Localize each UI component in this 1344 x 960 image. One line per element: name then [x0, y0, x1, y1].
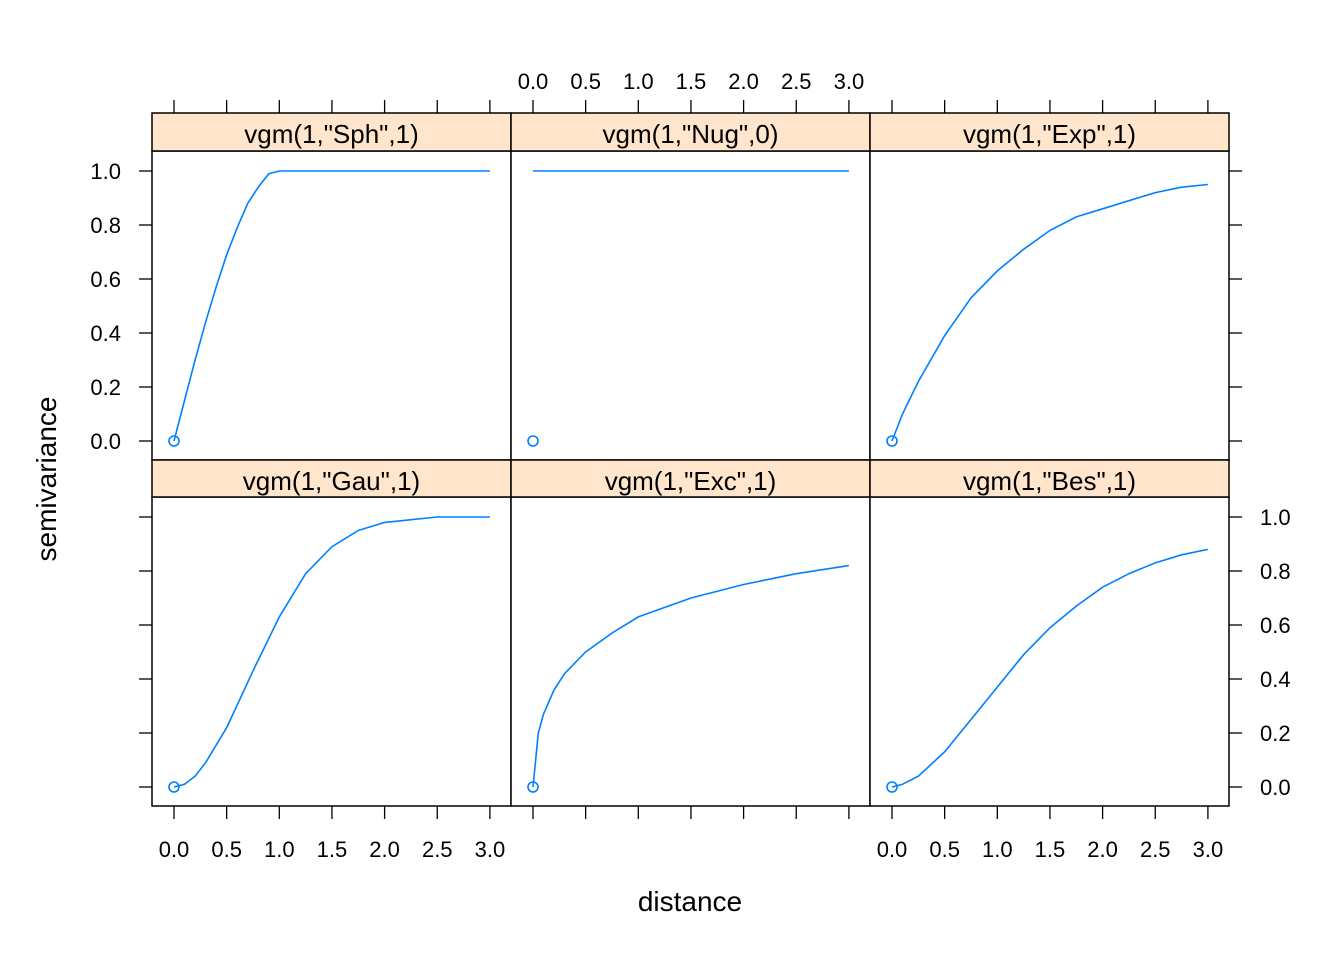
- x-tick-label: 0.0: [877, 837, 908, 862]
- data-point: [168, 781, 180, 793]
- panel-frame: [869, 150, 1230, 461]
- x-tick-label: 3.0: [1193, 837, 1224, 862]
- x-tick-label: 2.5: [1140, 837, 1171, 862]
- x-tick-label: 0.0: [518, 69, 549, 94]
- data-point: [527, 781, 539, 793]
- x-axis-col2-bottom: [532, 806, 850, 819]
- x-tick-label: 0.5: [570, 69, 601, 94]
- panel-strip: [151, 112, 512, 152]
- x-tick-label: 2.5: [781, 69, 812, 94]
- panel-title: vgm(1,"Exp",1): [963, 119, 1136, 149]
- panel-frame: [510, 150, 871, 461]
- panel-1: vgm(1,"Sph",1): [151, 112, 512, 461]
- axes: 0.0 0.5 1.0 1.5 2.0 2.5 3.0 0.0 0.5 1.0 1.5 2.0 2.5 3…: [90, 69, 1290, 862]
- panel-strip: [869, 112, 1230, 152]
- y-tick-label: 0.8: [90, 213, 121, 238]
- y-tick-label: 0.8: [1260, 559, 1291, 584]
- y-axis-row2-right: 0.0 0.2 0.4 0.6 0.8 1.0: [1229, 505, 1291, 800]
- y-tick-label: 0.4: [1260, 667, 1291, 692]
- panel-title: vgm(1,"Gau",1): [243, 466, 420, 496]
- panel-4: vgm(1,"Gau",1): [151, 459, 512, 807]
- x-tick-label: 0.0: [159, 837, 190, 862]
- panel-frame: [869, 496, 1230, 807]
- panel-title: vgm(1,"Bes",1): [963, 466, 1136, 496]
- data-point: [168, 435, 180, 447]
- x-tick-label: 0.5: [211, 837, 242, 862]
- panel-title: vgm(1,"Sph",1): [244, 119, 419, 149]
- panel-frame: [151, 496, 512, 807]
- x-tick-label: 3.0: [475, 837, 506, 862]
- y-axis-row1-right: [1229, 170, 1242, 442]
- y-tick-label: 0.2: [1260, 721, 1291, 746]
- y-tick-label: 0.4: [90, 321, 121, 346]
- y-tick-label: 0.0: [1260, 775, 1291, 800]
- x-tick-label: 2.0: [728, 69, 759, 94]
- x-axis-col3-top: [891, 100, 1209, 113]
- data-point: [886, 435, 898, 447]
- x-tick-label: 1.5: [676, 69, 707, 94]
- panel-strip: [869, 459, 1230, 498]
- panel-title: vgm(1,"Nug",0): [603, 119, 779, 149]
- series-line: [173, 170, 490, 442]
- panel-strip: [151, 459, 512, 498]
- x-axis-col1-bottom: 0.0 0.5 1.0 1.5 2.0 2.5 3.0: [159, 806, 505, 862]
- y-axis-title: semivariance: [31, 397, 62, 562]
- series-line: [891, 183, 1208, 442]
- x-axis-col3-bottom: 0.0 0.5 1.0 1.5 2.0 2.5 3.0: [877, 806, 1223, 862]
- panel-5: vgm(1,"Exc",1): [510, 459, 871, 807]
- panel-2: vgm(1,"Nug",0): [510, 112, 871, 461]
- y-tick-label: 0.6: [90, 267, 121, 292]
- panel-title: vgm(1,"Exc",1): [605, 466, 777, 496]
- x-axis-col1-top: [173, 100, 491, 113]
- x-tick-label: 1.5: [317, 837, 348, 862]
- panels: vgm(1,"Sph",1) vgm(1,"Nug",0) vgm(1,"Exp",…: [151, 112, 1230, 807]
- y-tick-label: 0.2: [90, 375, 121, 400]
- x-tick-label: 2.5: [422, 837, 453, 862]
- x-tick-label: 2.0: [369, 837, 400, 862]
- data-point: [527, 435, 539, 447]
- x-tick-label: 3.0: [834, 69, 865, 94]
- series-line: [173, 516, 490, 788]
- x-tick-label: 2.0: [1087, 837, 1118, 862]
- x-tick-label: 0.5: [929, 837, 960, 862]
- panel-6: vgm(1,"Bes",1): [869, 459, 1230, 807]
- y-tick-label: 0.6: [1260, 613, 1291, 638]
- y-axis-row1-left: 0.0 0.2 0.4 0.6 0.8 1.0: [90, 159, 152, 454]
- y-axis-row2-left: [139, 516, 152, 788]
- x-tick-label: 1.0: [264, 837, 295, 862]
- x-axis-title: distance: [638, 886, 742, 917]
- data-point: [886, 781, 898, 793]
- series-line: [891, 548, 1209, 788]
- x-tick-label: 1.0: [623, 69, 654, 94]
- y-tick-label: 1.0: [1260, 505, 1291, 530]
- x-tick-label: 1.5: [1035, 837, 1066, 862]
- panel-3: vgm(1,"Exp",1): [869, 112, 1230, 461]
- series-line: [532, 564, 850, 788]
- x-tick-label: 1.0: [982, 837, 1013, 862]
- y-tick-label: 0.0: [90, 429, 121, 454]
- panel-frame: [151, 150, 512, 461]
- panel-frame: [510, 496, 871, 807]
- y-tick-label: 1.0: [90, 159, 121, 184]
- x-axis-col2-top: 0.0 0.5 1.0 1.5 2.0 2.5 3.0: [518, 69, 864, 113]
